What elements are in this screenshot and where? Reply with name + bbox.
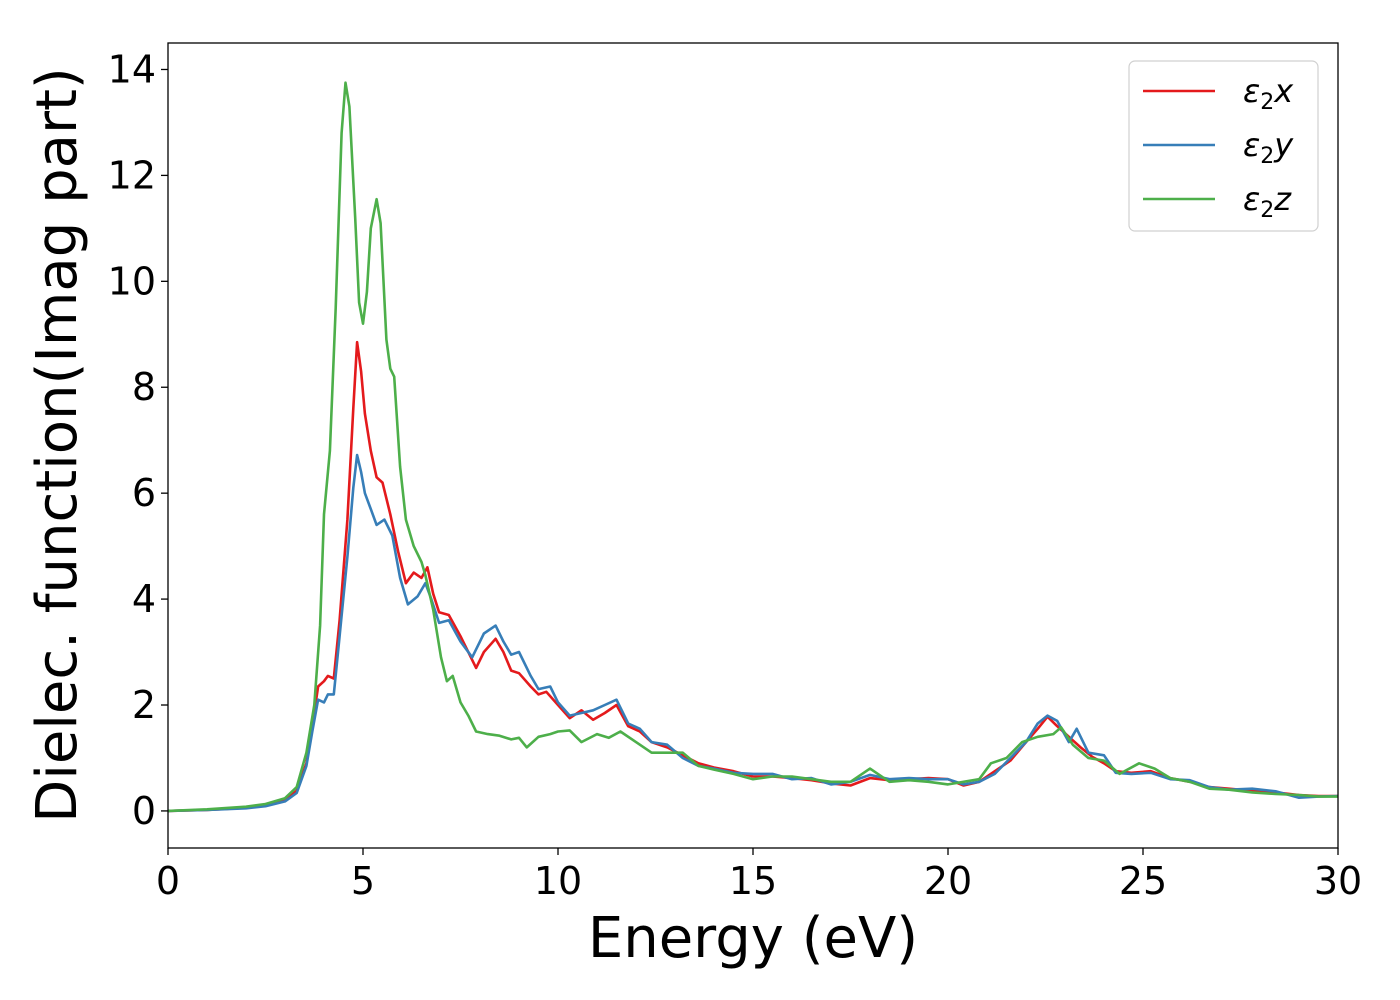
x-tick-label: 25	[1119, 859, 1167, 903]
legend: ε2x ε2y ε2z	[1128, 60, 1319, 232]
y-tick-label: 10	[108, 259, 156, 303]
y-tick-label: 0	[132, 789, 156, 833]
y-axis-label: Dielec. function(Imag part)	[25, 67, 90, 823]
y-axis-ticks: 0 2 4 6 8 10 12 14	[108, 47, 168, 833]
legend-label-y: ε2y	[1243, 126, 1294, 169]
y-tick-label: 12	[108, 153, 156, 197]
x-tick-label: 5	[351, 859, 375, 903]
x-tick-label: 20	[924, 859, 972, 903]
series-layer	[168, 81, 1338, 813]
series-line-z	[168, 81, 1338, 813]
series-line-x	[168, 340, 1338, 813]
y-tick-label: 2	[132, 683, 156, 727]
x-tick-label: 30	[1314, 859, 1362, 903]
series-line-y	[168, 453, 1338, 813]
y-tick-label: 4	[132, 577, 156, 621]
legend-label-x: ε2x	[1243, 72, 1294, 115]
legend-frame	[1128, 60, 1319, 232]
legend-label-z: ε2z	[1243, 180, 1292, 223]
y-tick-label: 14	[108, 47, 156, 91]
x-tick-label: 15	[729, 859, 777, 903]
x-tick-label: 10	[534, 859, 582, 903]
y-tick-label: 8	[132, 365, 156, 409]
x-tick-label: 0	[156, 859, 180, 903]
x-axis-label: Energy (eV)	[588, 906, 918, 971]
x-axis-ticks: 0 5 10 15 20 25 30	[156, 848, 1362, 903]
y-tick-label: 6	[132, 471, 156, 515]
